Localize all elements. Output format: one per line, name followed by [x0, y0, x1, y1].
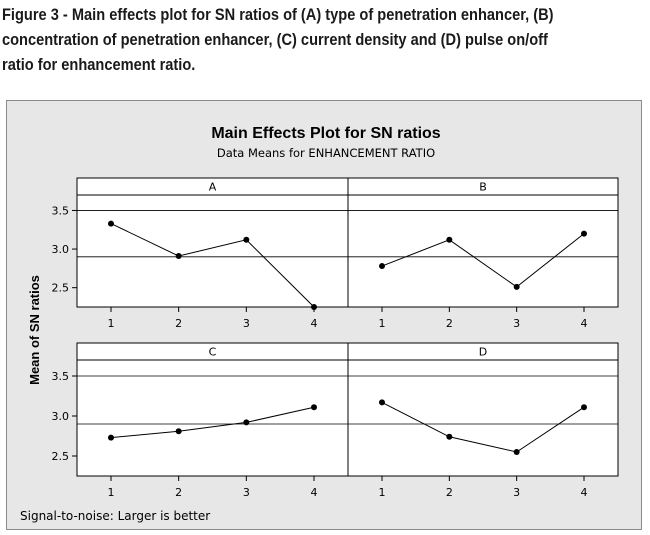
- chart-subtitle: Data Means for ENHANCEMENT RATIO: [217, 146, 435, 160]
- data-point-d-2: [446, 433, 453, 440]
- series-line-a: [110, 223, 315, 308]
- y-tick-label-a-3.0: 3.0: [52, 243, 70, 256]
- data-point-b-1: [379, 263, 385, 270]
- panel-d: [347, 342, 619, 477]
- x-tick-label-d-4: 4: [581, 486, 588, 499]
- x-tick-label-b-3: 3: [513, 317, 520, 330]
- data-point-c-1: [108, 434, 114, 441]
- y-tick-label-c-2.5: 2.5: [52, 450, 70, 463]
- y-tick-label-a-2.5: 2.5: [52, 282, 70, 295]
- y-tick-label-c-3.5: 3.5: [52, 370, 70, 383]
- data-point-c-2: [175, 428, 182, 435]
- panel-label-d: D: [479, 346, 487, 359]
- x-tick-label-a-3: 3: [243, 317, 250, 330]
- chart-title: Main Effects Plot for SN ratios: [211, 125, 440, 142]
- data-point-d-1: [379, 399, 385, 406]
- data-point-b-3: [513, 283, 520, 290]
- data-point-a-4: [311, 304, 317, 310]
- x-tick-label-c-2: 2: [175, 486, 182, 499]
- series-line-c: [110, 406, 315, 439]
- y-tick-label-c-3.0: 3.0: [52, 410, 70, 423]
- x-tick-label-b-1: 1: [379, 317, 386, 330]
- panel-a: [76, 177, 349, 308]
- panel-label-a: A: [209, 181, 217, 194]
- series-line-d: [381, 401, 585, 453]
- panel-c: [76, 342, 349, 477]
- data-point-c-4: [311, 404, 317, 411]
- y-tick-label-a-3.5: 3.5: [52, 204, 70, 217]
- x-tick-label-a-4: 4: [311, 317, 318, 330]
- x-tick-label-d-1: 1: [379, 486, 386, 499]
- x-tick-label-c-1: 1: [108, 486, 115, 499]
- x-tick-label-d-3: 3: [513, 486, 520, 499]
- x-tick-label-b-4: 4: [581, 317, 588, 330]
- data-point-a-3: [243, 236, 250, 243]
- figure-caption: Figure 3 - Main effects plot for SN rati…: [2, 5, 554, 74]
- footnote: Signal-to-noise: Larger is better: [20, 509, 210, 523]
- x-tick-label-c-4: 4: [311, 486, 318, 499]
- x-tick-label-a-1: 1: [108, 317, 115, 330]
- panel-b: [347, 177, 619, 308]
- data-point-d-3: [513, 449, 520, 455]
- y-axis-label: Mean of SN ratios: [27, 275, 42, 385]
- data-point-d-4: [581, 404, 587, 411]
- x-tick-label-a-2: 2: [175, 317, 182, 330]
- x-tick-label-b-2: 2: [446, 317, 453, 330]
- panel-label-c: C: [209, 346, 217, 359]
- data-point-c-3: [243, 419, 250, 426]
- x-tick-label-c-3: 3: [243, 486, 250, 499]
- data-point-a-1: [108, 220, 114, 227]
- data-point-b-2: [446, 236, 453, 243]
- data-point-b-4: [581, 230, 587, 237]
- panel-label-b: B: [479, 181, 487, 194]
- data-point-a-2: [175, 253, 182, 260]
- x-tick-label-d-2: 2: [446, 486, 453, 499]
- series-line-b: [381, 233, 585, 288]
